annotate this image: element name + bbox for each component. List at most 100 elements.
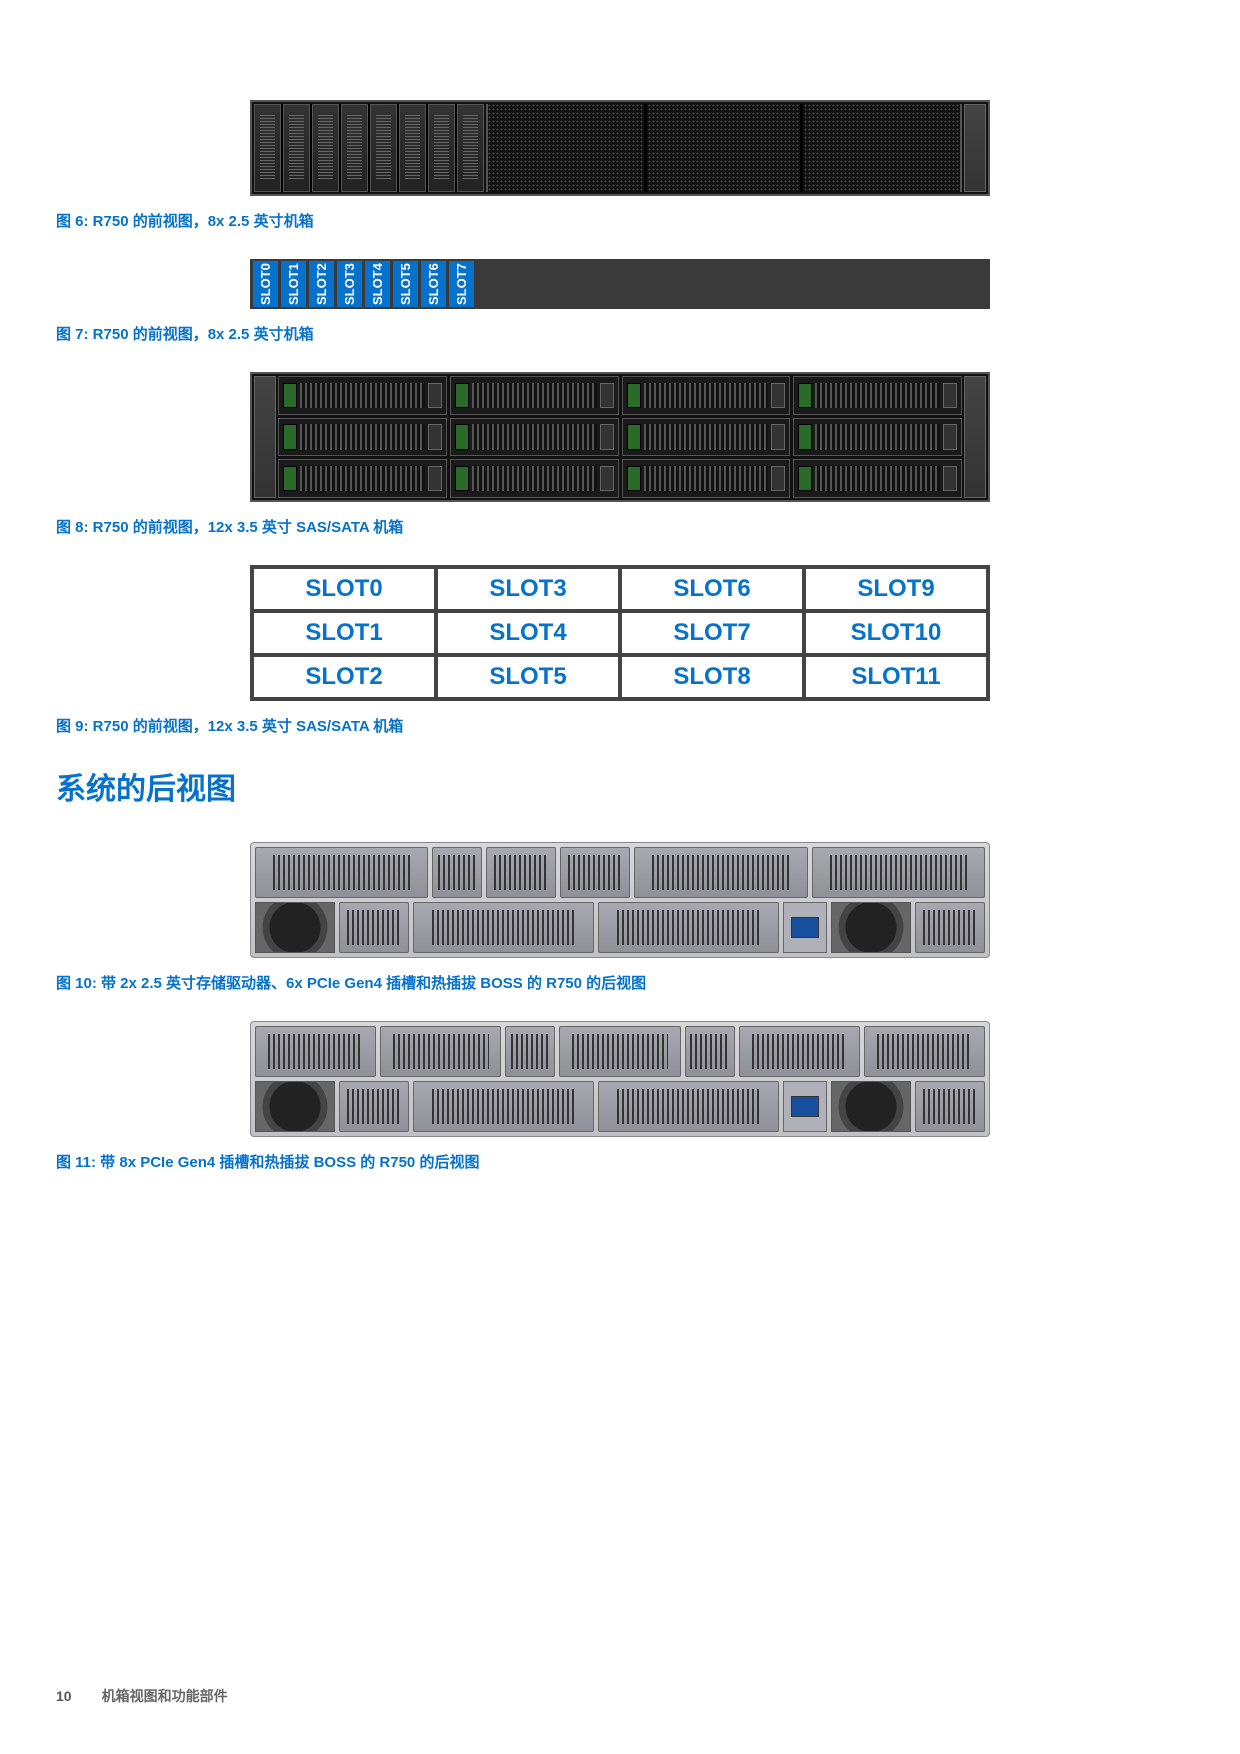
rear-row-bottom (255, 902, 985, 953)
drive-bay (254, 104, 281, 192)
drive-bay (283, 104, 310, 192)
drive-bay (428, 104, 455, 192)
figure-9-image: SLOT0 SLOT3 SLOT6 SLOT9 SLOT1 SLOT4 SLOT… (56, 565, 1184, 701)
figure-7-image: SLOT0 SLOT1 SLOT2 SLOT3 SLOT4 SLOT5 SLOT… (56, 259, 1184, 309)
slot-cell: SLOT1 (252, 611, 436, 655)
drive (278, 459, 447, 498)
slot-cell: SLOT4 (436, 611, 620, 655)
chassis-front-8x25 (250, 100, 990, 196)
drive-bay (486, 847, 556, 898)
psu (915, 1081, 985, 1132)
drive (622, 459, 791, 498)
drive-bay (370, 104, 397, 192)
slot-label: SLOT6 (418, 261, 446, 307)
page-number: 10 (56, 1688, 72, 1704)
psu-fan (831, 1081, 911, 1132)
slot-cell: SLOT5 (436, 655, 620, 699)
figure-7: SLOT0 SLOT1 SLOT2 SLOT3 SLOT4 SLOT5 SLOT… (56, 259, 1184, 344)
figure-8: 图 8: R750 的前视图，12x 3.5 英寸 SAS/SATA 机箱 (56, 372, 1184, 537)
slot-label: SLOT7 (446, 261, 474, 307)
footer-title: 机箱视图和功能部件 (102, 1686, 228, 1706)
slot-strip-rest (474, 261, 990, 307)
figure-9-caption: 图 9: R750 的前视图，12x 3.5 英寸 SAS/SATA 机箱 (56, 715, 1184, 736)
figure-6: 图 6: R750 的前视图，8x 2.5 英寸机箱 (56, 100, 1184, 231)
figure-7-caption: 图 7: R750 的前视图，8x 2.5 英寸机箱 (56, 323, 1184, 344)
figure-11-image (56, 1021, 1184, 1137)
slot-cell: SLOT11 (804, 655, 988, 699)
figure-8-image (56, 372, 1184, 502)
slot-label: SLOT3 (334, 261, 362, 307)
psu (915, 902, 985, 953)
psu-fan (255, 902, 335, 953)
figure-6-caption: 图 6: R750 的前视图，8x 2.5 英寸机箱 (56, 210, 1184, 231)
slot-cell: SLOT8 (620, 655, 804, 699)
slot-cell: SLOT0 (252, 567, 436, 611)
pcie-slot (598, 902, 779, 953)
figure-9: SLOT0 SLOT3 SLOT6 SLOT9 SLOT1 SLOT4 SLOT… (56, 565, 1184, 736)
vga-port (783, 902, 827, 953)
psu (339, 902, 409, 953)
vga-port (783, 1081, 827, 1132)
pcie-slot (255, 1026, 376, 1077)
drive-bay (312, 104, 339, 192)
slot-table: SLOT0 SLOT3 SLOT6 SLOT9 SLOT1 SLOT4 SLOT… (250, 565, 990, 701)
pcie-slot (864, 1026, 985, 1077)
section-rear-title: 系统的后视图 (56, 764, 1184, 808)
slot-label: SLOT4 (362, 261, 390, 307)
pcie-slot (634, 847, 807, 898)
pcie-slot (559, 1026, 680, 1077)
front-grille (486, 104, 962, 192)
pcie-slot (413, 902, 594, 953)
drive (622, 418, 791, 457)
slot-strip: SLOT0 SLOT1 SLOT2 SLOT3 SLOT4 SLOT5 SLOT… (250, 259, 990, 309)
drive (450, 459, 619, 498)
drive-bay (399, 104, 426, 192)
drive (793, 459, 962, 498)
slot-label: SLOT0 (250, 261, 278, 307)
chassis-rear-6pcie (250, 842, 990, 958)
drive-bays (254, 104, 484, 192)
drive (278, 376, 447, 415)
rack-ear (964, 376, 986, 498)
pcie-slot (812, 847, 985, 898)
psu (339, 1081, 409, 1132)
drive-bay (560, 847, 630, 898)
rear-row-bottom (255, 1081, 985, 1132)
figure-6-image (56, 100, 1184, 196)
io-module (432, 847, 482, 898)
drive-bay (341, 104, 368, 192)
pcie-slot (255, 847, 428, 898)
boss-card (685, 1026, 735, 1077)
drive (450, 418, 619, 457)
page-footer: 10 机箱视图和功能部件 (56, 1686, 228, 1706)
pcie-slot (380, 1026, 501, 1077)
io-module (505, 1026, 555, 1077)
slot-cell: SLOT2 (252, 655, 436, 699)
drive (793, 418, 962, 457)
rear-row-top (255, 1026, 985, 1077)
slot-cell: SLOT6 (620, 567, 804, 611)
pcie-slot (413, 1081, 594, 1132)
slot-label: SLOT2 (306, 261, 334, 307)
slot-cell: SLOT3 (436, 567, 620, 611)
pcie-slot (739, 1026, 860, 1077)
slot-cell: SLOT9 (804, 567, 988, 611)
pcie-slot (598, 1081, 779, 1132)
drive-grid (278, 376, 962, 498)
slot-label: SLOT5 (390, 261, 418, 307)
slot-cell: SLOT10 (804, 611, 988, 655)
drive (450, 376, 619, 415)
rear-row-top (255, 847, 985, 898)
drive (622, 376, 791, 415)
figure-10: 图 10: 带 2x 2.5 英寸存储驱动器、6x PCIe Gen4 插槽和热… (56, 842, 1184, 993)
figure-8-caption: 图 8: R750 的前视图，12x 3.5 英寸 SAS/SATA 机箱 (56, 516, 1184, 537)
figure-10-image (56, 842, 1184, 958)
figure-10-caption: 图 10: 带 2x 2.5 英寸存储驱动器、6x PCIe Gen4 插槽和热… (56, 972, 1184, 993)
figure-11-caption: 图 11: 带 8x PCIe Gen4 插槽和热插拔 BOSS 的 R750 … (56, 1151, 1184, 1172)
drive-bay (457, 104, 484, 192)
psu-fan (255, 1081, 335, 1132)
chassis-rear-8pcie (250, 1021, 990, 1137)
drive (278, 418, 447, 457)
slot-label: SLOT1 (278, 261, 306, 307)
slot-cell: SLOT7 (620, 611, 804, 655)
